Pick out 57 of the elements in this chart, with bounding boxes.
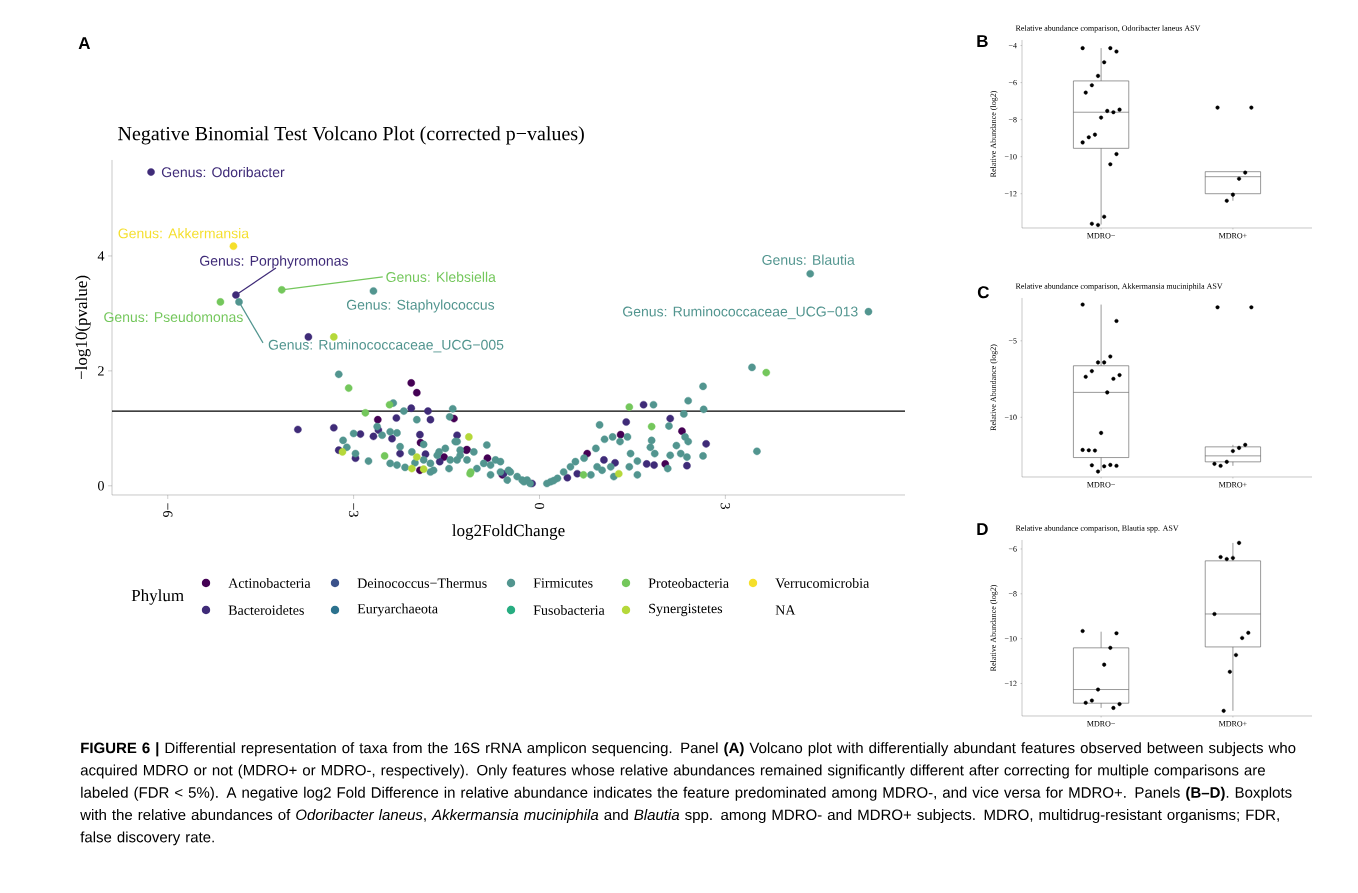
annotation: Genus: Ruminococcaceae_UCG−013 [623, 306, 858, 320]
x-tick-label: 3 [720, 503, 731, 509]
legend-label: Euryarchaeota [357, 603, 438, 617]
legend-label: Synergistetes [649, 603, 723, 617]
legend-label: Proteobacteria [648, 578, 729, 588]
y-tick-label: −8 [1008, 591, 1017, 597]
y-axis-title: −log10(pvalue) [75, 275, 91, 380]
x-tick-label: MDRO+ [1218, 721, 1247, 727]
text: D [977, 523, 988, 535]
annotation: Genus: Ruminococcaceae_UCG−005 [268, 339, 504, 353]
legend-label: Firmicutes [533, 578, 593, 588]
text: NA [775, 605, 796, 615]
y-axis-title: Relative Abundance (log2) [990, 91, 998, 178]
y-tick-label: −10 [1004, 635, 1017, 642]
legend-label: Deinococcus−Thermus [357, 578, 487, 588]
annotation: Genus: Porphyromonas [200, 255, 348, 269]
chart-title: Relative abundance comparison, Odoribacter laneus ASV [1015, 25, 1201, 33]
y-tick-label: −10 [1004, 414, 1017, 421]
legend-title: Phylum [131, 589, 184, 605]
x-tick-label: MDRO− [1087, 233, 1115, 239]
annotation: Genus: Staphylococcus [346, 299, 495, 313]
y-tick-label: −6 [1008, 546, 1017, 552]
y-axis-title: Relative Abundance (log2) [990, 585, 998, 672]
text: C [977, 286, 990, 299]
y-axis-title: Relative Abundance (log2) [990, 344, 998, 431]
x-tick-label: MDRO− [1087, 721, 1115, 727]
legend-label: Bacteroidetes [228, 605, 304, 615]
y-tick-label: −8 [1008, 116, 1017, 123]
x-tick-label: −6 [163, 503, 173, 517]
chart-title: Relative abundance comparison, Blautia spp. ASV [1015, 525, 1179, 533]
annotation: Genus: Pseudomonas [104, 311, 243, 323]
y-tick-label: −12 [1004, 191, 1017, 197]
x-tick-label: 0 [534, 503, 545, 509]
chart-title: Relative abundance comparison, Akkermansia muciniphila ASV [1015, 283, 1223, 291]
y-tick-label: −12 [1004, 680, 1017, 687]
y-tick-label: −5 [1008, 338, 1017, 344]
x-axis-title: log2FoldChange [452, 524, 565, 540]
annotation: Genus: Blautia [762, 254, 855, 265]
y-tick-label: −6 [1008, 79, 1017, 86]
legend-label: Actinobacteria [228, 578, 311, 588]
legend-label: Fusobacteria [533, 605, 605, 615]
x-tick-label: MDRO+ [1218, 482, 1247, 488]
y-tick-label: 2 [98, 366, 104, 376]
annotation: Genus: Odoribacter [161, 166, 285, 178]
annotation: Genus: Klebsiella [386, 271, 496, 282]
y-tick-label: 4 [97, 251, 105, 261]
x-tick-label: MDRO+ [1218, 233, 1247, 239]
chart-title: Negative Binomial Test Volcano Plot (corrected p−values) [118, 126, 584, 145]
y-tick-label: −4 [1008, 42, 1017, 49]
legend-label: Verrucomicrobia [775, 578, 870, 588]
x-tick-label: −3 [348, 503, 359, 517]
x-tick-label: MDRO− [1087, 482, 1115, 488]
text: B [977, 35, 988, 47]
y-tick-label: −10 [1004, 153, 1017, 160]
text: A [78, 37, 91, 49]
annotation: Genus: Akkermansia [118, 228, 250, 239]
text: FIGURE 6 | Differential representation of taxa from the 16S rRNA amplicon sequencing. Panel (A) Volcano plot with differentially abundant features observed between subjects who acquired MDRO or not (MDRO+ or MDRO-, respectively). Only features whose relative abundances remained significantly different after correcting for multiple comparisons are labeled (FDR < 5%). A negative log2 Fold Difference in relative abundance indicates the feature predominated among MDRO-, and vice versa for MDRO+. Panels (B–D). Boxplots with the relative abundances of Odoribacter laneus, Akkermansia muciniphila and Blautia spp. among MDRO- and MDRO+ subjects. MDRO, multidrug-resistant organisms; FDR, false discovery rate. [80, 742, 1296, 846]
